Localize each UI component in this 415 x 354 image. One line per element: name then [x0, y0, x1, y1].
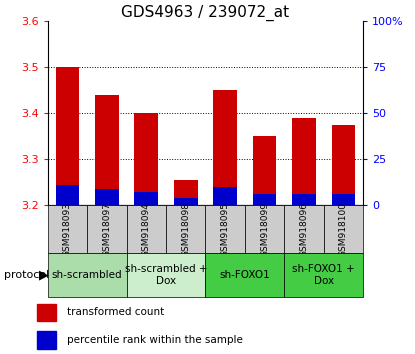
Bar: [95, 189, 119, 205]
Bar: [213, 187, 237, 205]
FancyBboxPatch shape: [324, 205, 363, 253]
Bar: [37, 303, 56, 321]
Text: GSM918099: GSM918099: [260, 202, 269, 257]
Text: ▶: ▶: [39, 269, 49, 282]
Text: transformed count: transformed count: [67, 307, 164, 317]
FancyBboxPatch shape: [127, 205, 166, 253]
Text: sh-scrambled +
Dox: sh-scrambled + Dox: [125, 264, 207, 286]
Bar: [292, 118, 316, 205]
Text: GSM918094: GSM918094: [142, 202, 151, 257]
Title: GDS4963 / 239072_at: GDS4963 / 239072_at: [121, 5, 290, 21]
Text: GSM918095: GSM918095: [221, 202, 229, 257]
Bar: [95, 95, 119, 205]
Bar: [56, 67, 79, 205]
FancyBboxPatch shape: [87, 205, 127, 253]
FancyBboxPatch shape: [284, 205, 324, 253]
FancyBboxPatch shape: [245, 205, 284, 253]
Bar: [56, 184, 79, 205]
Bar: [37, 331, 56, 348]
FancyBboxPatch shape: [284, 253, 363, 297]
FancyBboxPatch shape: [166, 205, 205, 253]
Text: GSM918093: GSM918093: [63, 202, 72, 257]
Bar: [174, 180, 198, 205]
Bar: [134, 192, 158, 205]
Bar: [134, 113, 158, 205]
Text: GSM918096: GSM918096: [300, 202, 308, 257]
Bar: [253, 136, 276, 205]
Bar: [253, 194, 276, 205]
Text: percentile rank within the sample: percentile rank within the sample: [67, 335, 243, 345]
Bar: [174, 198, 198, 205]
FancyBboxPatch shape: [127, 253, 205, 297]
Text: sh-scrambled: sh-scrambled: [52, 270, 122, 280]
Bar: [332, 194, 355, 205]
Text: sh-FOXO1: sh-FOXO1: [220, 270, 270, 280]
Text: sh-FOXO1 +
Dox: sh-FOXO1 + Dox: [293, 264, 355, 286]
Bar: [213, 90, 237, 205]
FancyBboxPatch shape: [48, 205, 87, 253]
FancyBboxPatch shape: [205, 253, 284, 297]
Bar: [292, 194, 316, 205]
FancyBboxPatch shape: [48, 253, 127, 297]
Bar: [332, 125, 355, 205]
Text: GSM918100: GSM918100: [339, 202, 348, 257]
Text: GSM918098: GSM918098: [181, 202, 190, 257]
Text: protocol: protocol: [4, 270, 49, 280]
Text: GSM918097: GSM918097: [103, 202, 111, 257]
FancyBboxPatch shape: [205, 205, 245, 253]
